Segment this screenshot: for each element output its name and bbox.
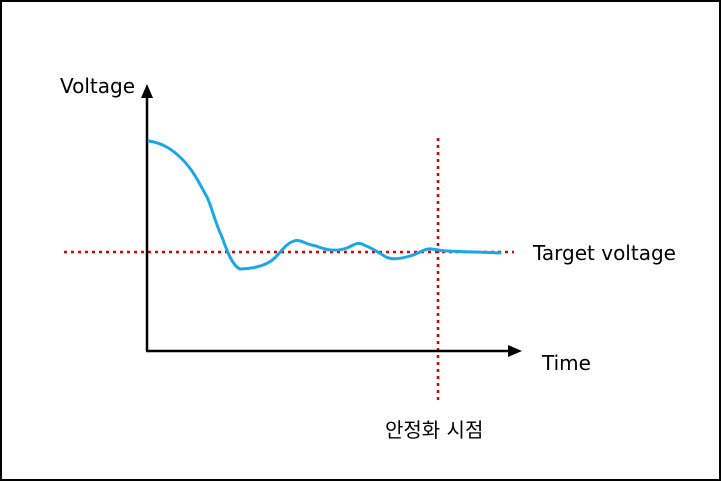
- x-axis-arrowhead: [508, 345, 522, 357]
- x-axis-label: Time: [541, 351, 591, 375]
- settling-point-label: 안정화 시점: [385, 418, 483, 442]
- y-axis-label: Voltage: [60, 74, 135, 98]
- voltage-response-curve: [147, 139, 502, 271]
- y-axis-arrowhead: [141, 84, 153, 98]
- target-voltage-label: Target voltage: [532, 241, 676, 265]
